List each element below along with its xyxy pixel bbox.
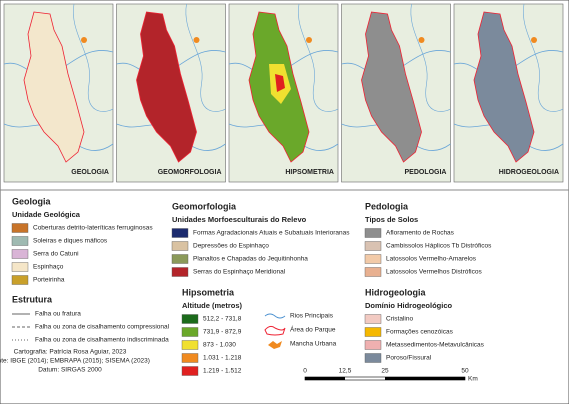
river-symbol [264, 313, 286, 319]
map-panel: GEOLOGIA [3, 3, 114, 183]
map-label: HIDROGEOLOGIA [499, 169, 559, 176]
legend-swatch [364, 254, 382, 264]
legend-swatch [181, 314, 199, 324]
legend-swatch [11, 249, 29, 259]
legend-swatch [11, 275, 29, 285]
legend-label: Planaltos e Chapadas do Jequitinhonha [193, 256, 308, 263]
hypsometry-peak [275, 74, 285, 92]
scale-label: 50 [461, 368, 469, 375]
legend-label: Serras do Espinhaço Meridional [193, 269, 286, 276]
river [185, 3, 226, 112]
legend-label: Falha ou fratura [35, 311, 81, 318]
legend-swatch [11, 223, 29, 233]
legend-label: Soleiras e diques máficos [33, 238, 108, 245]
map-label: HIPSOMETRIA [285, 169, 334, 176]
legend-label: Metassedimentos-Metavulcânicas [386, 342, 485, 349]
urban-area [531, 37, 537, 43]
legend-swatch [181, 366, 199, 376]
legend-swatch [364, 340, 382, 350]
legend-swatch [364, 267, 382, 277]
legend-swatch [171, 254, 189, 264]
legend-label: 1.219 - 1.512 [203, 368, 242, 375]
legend-label: Serra do Catuni [33, 251, 79, 258]
credit: Fonte: IBGE (2014); EMBRAPA (2015); SISE… [0, 358, 150, 365]
urban-area [193, 37, 200, 43]
scale-label: 0 [303, 368, 307, 375]
legend-swatch [364, 353, 382, 363]
legend-label: 1.031 - 1.218 [203, 355, 242, 362]
legend-label: Cambissolos Háplicos Tb Distróficos [386, 243, 492, 250]
legend-swatch [181, 353, 199, 363]
legend-swatch [171, 228, 189, 238]
legend-title: Geomorfologia [172, 201, 237, 211]
legend-label: Formas Agradacionais Atuais e Subatuais … [193, 230, 350, 237]
legend-swatch [11, 262, 29, 272]
legend-label: Porteirinha [33, 277, 65, 284]
legend-subtitle: Domínio Hidrogeológico [365, 301, 452, 310]
legend-label: Rios Principais [290, 313, 334, 320]
legend-subtitle: Altitude (metros) [182, 301, 243, 310]
legend-swatch [171, 241, 189, 251]
river [410, 3, 451, 112]
legend-label: Latossolos Vermelho-Amarelos [386, 256, 477, 263]
legend-label: Coberturas detrito-lateríticas ferrugino… [33, 225, 153, 232]
scale-unit: Km [468, 376, 478, 383]
park-symbol [264, 325, 286, 336]
urban-area [306, 37, 312, 43]
legend-swatch [364, 228, 382, 238]
legend-title: Pedologia [365, 201, 409, 211]
legend-swatch [171, 267, 189, 277]
urban-area [81, 37, 87, 43]
map-panel: GEOMORFOLOGIA [116, 3, 226, 183]
legend-swatch [364, 327, 382, 337]
urban-area [418, 37, 425, 43]
scale-bar-fill [305, 377, 345, 380]
legend-label: Área do Parque [290, 325, 336, 334]
legend-label: Poroso/Fissural [386, 355, 432, 362]
map-label: PEDOLOGIA [404, 169, 446, 176]
map-label: GEOLOGIA [71, 169, 109, 176]
legend-label: Latossolos Vermelhos Distróficos [386, 269, 482, 276]
map-panel: HIDROGEOLOGIA [453, 3, 564, 183]
legend-label: Espinhaço [33, 264, 64, 271]
legend-label: Formações cenozóicas [386, 329, 454, 336]
scale-bar-fill [385, 377, 465, 380]
scale-label: 25 [381, 368, 389, 375]
legend-label: Cristalino [386, 316, 413, 323]
legend-subtitle: Unidades Morfoesculturais do Relevo [172, 215, 307, 224]
scale-label: 12,5 [339, 368, 352, 375]
map-panel: HIPSOMETRIA [228, 3, 339, 183]
legend-swatch [181, 327, 199, 337]
map-panel: PEDOLOGIA [341, 3, 451, 183]
legend-subtitle: Tipos de Solos [365, 215, 418, 224]
legend-label: 873 - 1.030 [203, 342, 236, 349]
legend-title: Estrutura [12, 294, 53, 304]
legend-label: 731,9 - 872,9 [203, 329, 242, 336]
legend-swatch [11, 236, 29, 246]
urban-symbol [268, 341, 282, 349]
legend-swatch [181, 340, 199, 350]
legend-swatch [364, 314, 382, 324]
legend-label: Afloramento de Rochas [386, 230, 455, 237]
legend-label: Falha ou zona de cisalhamento compressio… [35, 324, 170, 331]
legend-title: Geologia [12, 196, 51, 206]
legend-label: Mancha Urbana [290, 341, 337, 348]
legend-label: Falha ou zona de cisalhamento indiscrimi… [35, 337, 169, 344]
map-label: GEOMORFOLOGIA [158, 169, 222, 176]
legend-label: 512,2 - 731,8 [203, 316, 242, 323]
river [523, 3, 564, 112]
legend-subtitle: Unidade Geológica [12, 210, 81, 219]
river [298, 3, 339, 112]
legend-swatch [364, 241, 382, 251]
credit: Datum: SIRGAS 2000 [38, 367, 102, 374]
credit: Cartografia: Patrícia Rosa Aguiar, 2023 [14, 349, 127, 356]
legend-title: Hidrogeologia [365, 287, 426, 297]
legend-title: Hipsometria [182, 287, 235, 297]
river [73, 3, 114, 112]
legend-label: Depressões do Espinhaço [193, 243, 269, 250]
